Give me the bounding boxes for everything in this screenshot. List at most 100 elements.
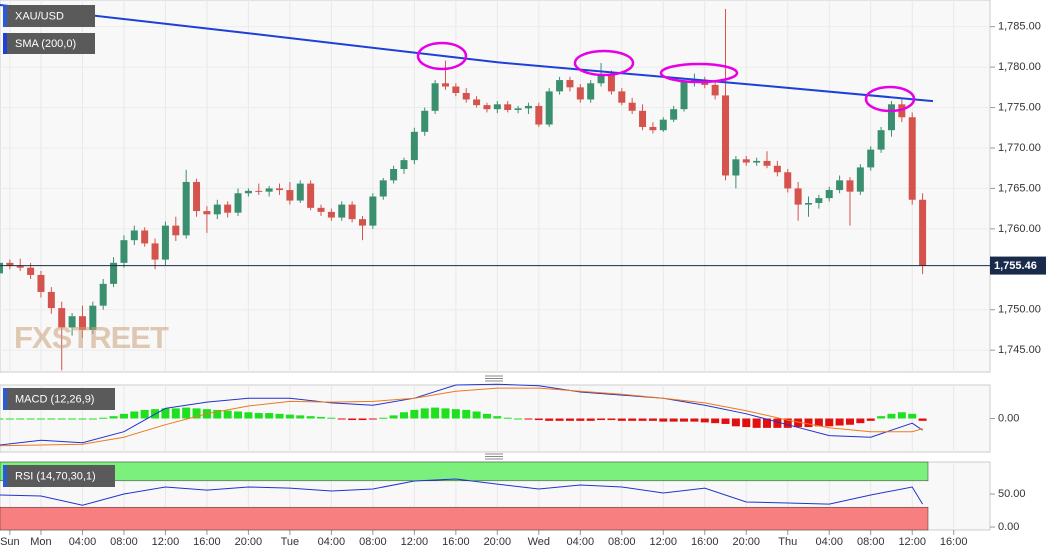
histogram-bar	[659, 418, 668, 422]
candle-body	[369, 196, 377, 226]
x-tick-label: 04:00	[567, 536, 595, 548]
histogram-bar	[648, 418, 657, 421]
candle-body	[898, 104, 906, 118]
x-tick-label: Wed	[528, 536, 550, 548]
candle-body	[784, 172, 792, 189]
histogram-bar	[825, 418, 834, 427]
candle-body	[753, 160, 761, 163]
candle-body	[172, 225, 180, 236]
histogram-bar	[130, 411, 139, 419]
histogram-bar	[669, 418, 678, 422]
histogram-bar	[47, 418, 56, 420]
histogram-bar	[534, 418, 543, 421]
histogram-bar	[410, 409, 419, 419]
histogram-bar	[99, 417, 108, 419]
highlight-ellipse	[416, 41, 468, 71]
candle-body	[566, 80, 574, 88]
histogram-bar	[68, 418, 77, 420]
histogram-bar	[368, 418, 377, 420]
candle-body	[317, 207, 325, 212]
annotations	[416, 41, 916, 113]
histogram-bar	[265, 413, 274, 419]
candle-body	[379, 180, 387, 197]
candle-body	[307, 183, 315, 208]
candle-body	[639, 110, 647, 127]
histogram-bar	[835, 418, 844, 426]
histogram-bar	[182, 407, 191, 419]
oversold-band	[0, 506, 929, 531]
watermark: FXSTREET	[14, 320, 169, 355]
candle-body	[493, 104, 501, 110]
x-tick-label: Mon	[30, 536, 51, 548]
histogram-bar	[337, 418, 346, 420]
x-tick-label: 04:00	[69, 536, 97, 548]
histogram-bar	[472, 411, 481, 419]
candle-body	[286, 190, 294, 201]
histogram-bar	[814, 418, 823, 427]
candle-body	[16, 266, 24, 268]
candle-body	[37, 274, 45, 292]
candle-body	[556, 80, 564, 92]
x-tick-label: Sun	[0, 536, 20, 548]
candle-body	[141, 230, 149, 244]
x-tick-label: 12:00	[401, 536, 429, 548]
x-tick-label: 16:00	[442, 536, 470, 548]
x-tick-label: 16:00	[940, 536, 968, 548]
candle-body	[68, 316, 76, 328]
candle-body	[587, 83, 595, 100]
histogram-bar	[731, 418, 740, 427]
y-tick-label: 1,780.00	[998, 61, 1041, 73]
histogram-bar	[244, 412, 253, 419]
candle-body	[452, 86, 460, 93]
candle-body	[6, 262, 14, 267]
histogram-bar	[389, 415, 398, 419]
candle-body	[213, 204, 221, 215]
candle-body	[276, 188, 284, 191]
drag-handle[interactable]	[485, 375, 503, 382]
highlight-ellipse	[864, 85, 916, 113]
histogram-bar	[306, 416, 315, 419]
histogram-bar	[576, 418, 585, 421]
x-tick-label: 20:00	[235, 536, 263, 548]
x-tick-label: 20:00	[484, 536, 512, 548]
histogram-bar	[57, 418, 66, 420]
histogram-bar	[773, 418, 782, 428]
y-tick-label: 1,760.00	[998, 223, 1041, 235]
histogram-bar	[856, 418, 865, 424]
y-tick-label: 1,785.00	[998, 21, 1041, 33]
histogram-bar	[482, 413, 491, 419]
candle-body	[265, 188, 273, 192]
x-tick-label: 16:00	[691, 536, 719, 548]
histogram-bar	[918, 418, 927, 421]
histogram-bar	[140, 409, 149, 419]
candle-body	[130, 230, 138, 241]
x-tick-label: Tue	[281, 536, 300, 548]
histogram-bar	[763, 418, 772, 428]
x-tick-label: 20:00	[732, 536, 760, 548]
candle-body	[182, 181, 190, 236]
candle-body	[659, 119, 667, 131]
candle-body	[410, 131, 418, 161]
x-tick-label: 12:00	[152, 536, 180, 548]
candle-body	[742, 159, 750, 163]
candle-body	[47, 291, 55, 309]
candle-body	[919, 199, 927, 266]
candle-body	[680, 81, 688, 110]
y-tick-label: 1,775.00	[998, 101, 1041, 113]
histogram-bar	[794, 418, 803, 428]
histogram-bar	[545, 418, 554, 421]
histogram-bar	[752, 418, 761, 428]
y-tick-label: 0.00	[998, 412, 1019, 424]
candle-body	[151, 243, 159, 260]
histogram-bar	[700, 418, 709, 423]
drag-handle[interactable]	[485, 453, 503, 460]
histogram-bar	[503, 417, 512, 419]
candle-body	[441, 83, 449, 87]
highlight-ellipse	[659, 62, 739, 84]
candle-body	[234, 193, 242, 213]
histogram-bar	[285, 414, 294, 419]
candle-body	[576, 87, 584, 100]
candle-body	[161, 225, 169, 260]
histogram-bar	[493, 416, 502, 419]
candle-body	[877, 130, 885, 150]
